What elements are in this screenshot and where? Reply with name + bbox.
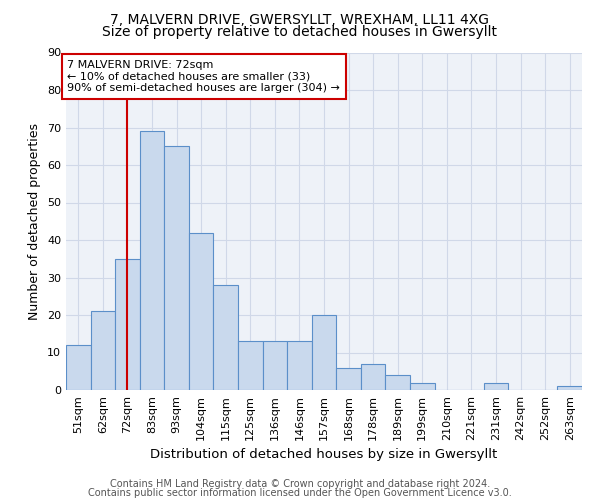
Text: Contains HM Land Registry data © Crown copyright and database right 2024.: Contains HM Land Registry data © Crown c… <box>110 479 490 489</box>
Bar <box>361 364 385 390</box>
Bar <box>410 382 434 390</box>
Bar <box>189 232 214 390</box>
Text: Size of property relative to detached houses in Gwersyllt: Size of property relative to detached ho… <box>103 25 497 39</box>
Bar <box>214 285 238 390</box>
Bar <box>91 311 115 390</box>
Y-axis label: Number of detached properties: Number of detached properties <box>28 122 41 320</box>
Bar <box>238 341 263 390</box>
Bar <box>115 259 140 390</box>
Bar <box>164 146 189 390</box>
Bar <box>557 386 582 390</box>
Text: 7, MALVERN DRIVE, GWERSYLLT, WREXHAM, LL11 4XG: 7, MALVERN DRIVE, GWERSYLLT, WREXHAM, LL… <box>110 12 490 26</box>
Bar <box>312 315 336 390</box>
Bar <box>66 345 91 390</box>
X-axis label: Distribution of detached houses by size in Gwersyllt: Distribution of detached houses by size … <box>151 448 497 462</box>
Bar <box>263 341 287 390</box>
Bar <box>287 341 312 390</box>
Text: 7 MALVERN DRIVE: 72sqm
← 10% of detached houses are smaller (33)
90% of semi-det: 7 MALVERN DRIVE: 72sqm ← 10% of detached… <box>67 60 340 93</box>
Bar <box>484 382 508 390</box>
Bar <box>336 368 361 390</box>
Bar <box>385 375 410 390</box>
Bar <box>140 131 164 390</box>
Text: Contains public sector information licensed under the Open Government Licence v3: Contains public sector information licen… <box>88 488 512 498</box>
